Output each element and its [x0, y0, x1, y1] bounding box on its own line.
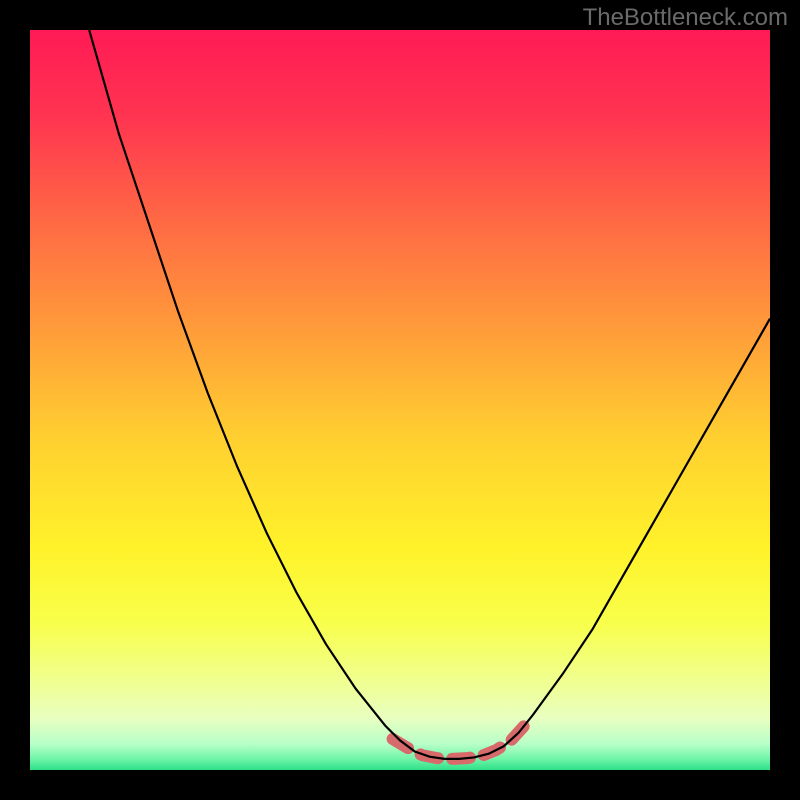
- chart-background: [30, 30, 770, 770]
- chart-frame: TheBottleneck.com: [0, 0, 800, 800]
- watermark-text: TheBottleneck.com: [583, 4, 788, 32]
- bottleneck-curve-chart: [0, 0, 800, 800]
